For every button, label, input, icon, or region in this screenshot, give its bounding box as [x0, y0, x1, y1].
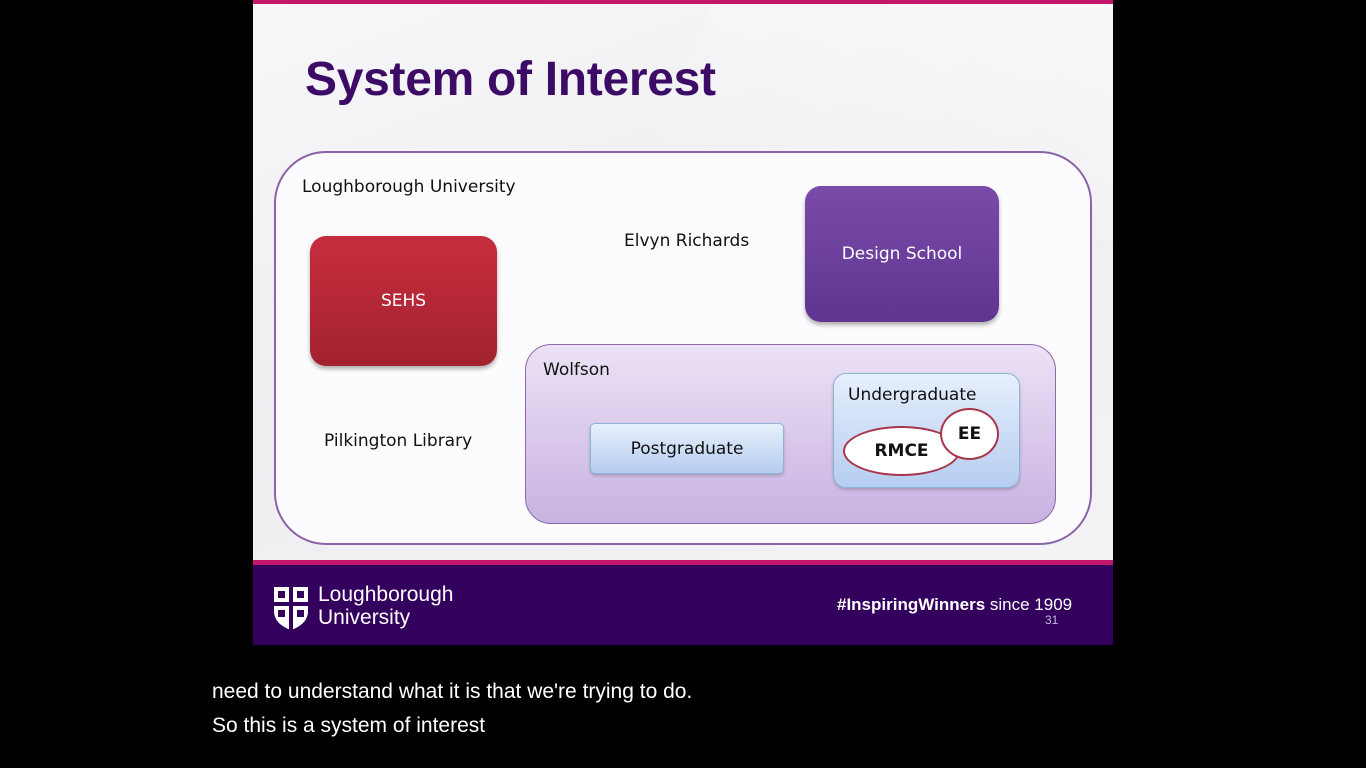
slide-title: System of Interest	[305, 52, 716, 107]
postgraduate-box: Postgraduate	[590, 423, 784, 474]
subtitle-line-2: So this is a system of interest	[212, 714, 485, 738]
elvyn-richards-label: Elvyn Richards	[624, 231, 749, 251]
tagline-hashtag: #InspiringWinners	[837, 595, 985, 614]
design-school-box: Design School	[805, 186, 999, 322]
university-label: Loughborough University	[302, 177, 516, 197]
slide-top-accent-bar	[253, 0, 1113, 4]
footer-tagline: #InspiringWinners since 1909	[837, 595, 1072, 615]
subtitle-line-1: need to understand what it is that we're…	[212, 680, 692, 704]
sehs-box: SEHS	[310, 236, 497, 366]
university-crest-icon	[272, 585, 310, 631]
presentation-slide: System of Interest Loughborough Universi…	[253, 0, 1113, 645]
tagline-since: since 1909	[985, 595, 1072, 614]
brand-name-line1: Loughborough	[318, 583, 453, 607]
pilkington-library-label: Pilkington Library	[324, 431, 472, 451]
ee-ellipse: EE	[940, 408, 999, 460]
slide-footer: Loughborough University #InspiringWinner…	[253, 560, 1113, 645]
slide-page-number: 31	[1045, 613, 1058, 627]
undergraduate-label: Undergraduate	[848, 385, 976, 405]
brand-name-line2: University	[318, 606, 410, 630]
wolfson-label: Wolfson	[543, 360, 610, 380]
